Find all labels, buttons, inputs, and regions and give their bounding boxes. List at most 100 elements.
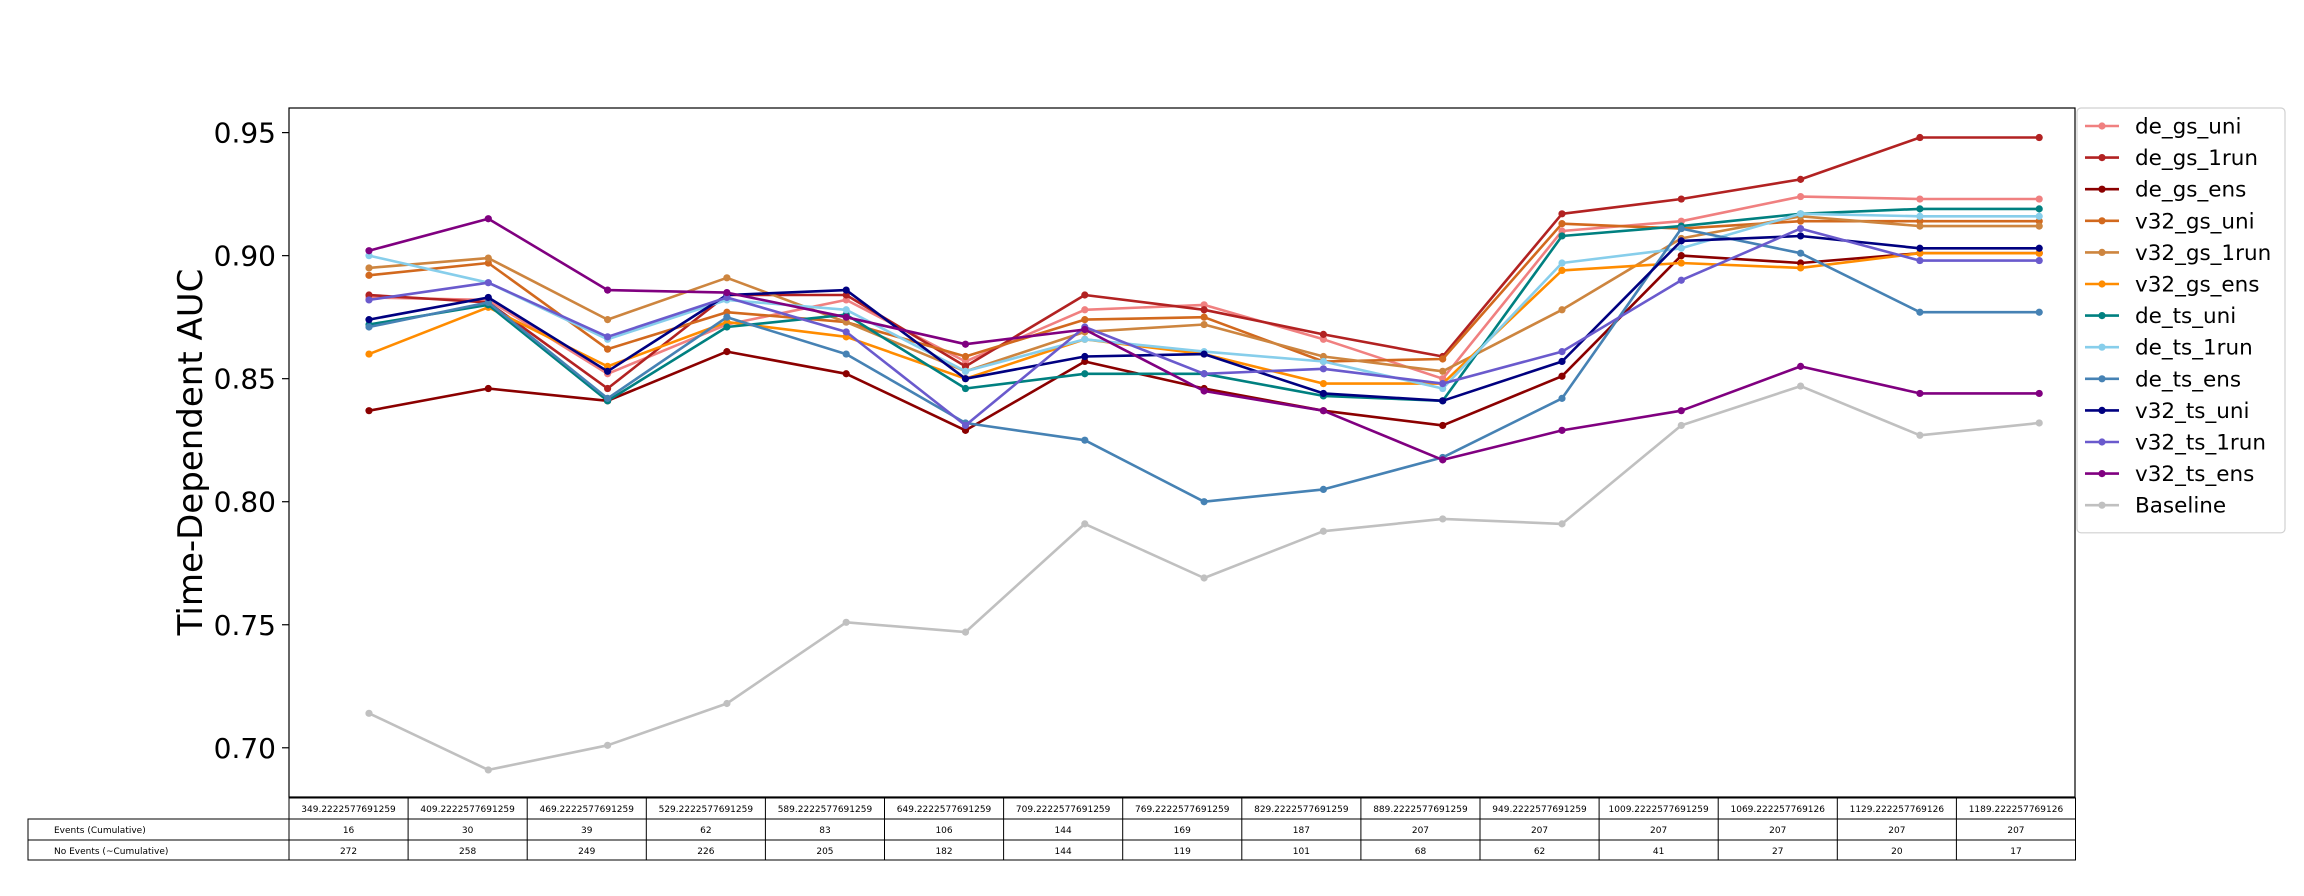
data-point [723,308,731,316]
legend-swatch-marker [2098,280,2106,288]
data-point [1319,352,1327,361]
table-cell: 101 [1293,847,1310,857]
data-point [1677,407,1685,415]
data-point [1797,224,1805,233]
data-point [1677,244,1685,252]
table-cell: 187 [1293,826,1310,836]
legend-label: v32_gs_ens [2135,273,2260,298]
data-point [1200,350,1208,358]
data-point [365,264,373,272]
data-point [961,375,970,383]
data-point [1677,276,1685,284]
data-point [1439,384,1447,393]
legend: de_gs_uni de_gs_1run de_gs_ens v32_gs_uni v3… [2076,107,2286,534]
data-point [1439,367,1447,375]
data-point [1319,335,1327,343]
data-point [1319,380,1327,388]
data-point [723,318,731,326]
data-point [1439,397,1447,405]
table-cell: 207 [1769,826,1786,836]
data-point [1081,352,1089,361]
data-point [365,247,373,255]
data-point [2035,205,2043,213]
legend-entry-de_ts_uni: de_ts_uni [2085,304,2236,329]
table-header-cell: 1129.222257769126 [1850,805,1945,815]
data-point [1916,244,1924,252]
data-point [842,296,850,304]
data-point [1677,224,1685,233]
data-point [1677,252,1685,260]
data-point [1200,387,1208,395]
legend-swatch-marker [2098,248,2106,256]
data-point [961,421,970,430]
table-cell: 207 [1412,826,1429,836]
legend-box [2076,107,2286,534]
legend-swatch-marker [2098,406,2106,414]
table-cell: 62 [1534,847,1545,857]
data-point [842,318,850,326]
y-axis: 0.70 0.75 0.80 0.85 0.90 0.95 Time-Dependent A… [171,117,289,765]
data-point [961,628,970,636]
plot-area [288,107,2076,798]
data-point [1081,520,1089,528]
data-point [1558,372,1566,380]
legend-entry-de_gs_1run: de_gs_1run [2085,146,2258,171]
data-point [484,298,492,306]
table-header-cell: 889.2222577691259 [1373,805,1468,815]
data-point [1081,291,1089,299]
table-cell: 17 [2010,847,2021,857]
data-point [1200,313,1208,321]
data-point [604,384,612,393]
data-point [1797,264,1805,272]
data-point [604,333,612,341]
legend-swatch-marker [2098,217,2106,225]
data-point [484,384,492,393]
data-point [365,291,373,299]
data-point [365,407,373,415]
data-point [1558,232,1566,240]
data-point [842,618,850,626]
series-line [368,217,2040,462]
data-point [842,350,850,358]
data-point [842,313,850,321]
data-point [1558,520,1566,528]
legend-swatch-marker [2098,185,2106,193]
legend-entry-v32_ts_uni: v32_ts_uni [2085,399,2249,424]
data-point [1558,426,1566,434]
data-point [1797,249,1805,257]
data-point [2035,133,2043,142]
data-point [1797,192,1805,201]
data-point [1916,389,1924,398]
legend-swatch-marker [2098,438,2106,446]
table-cell: 144 [1055,826,1072,836]
table-cell: 207 [1650,826,1667,836]
data-point [723,293,731,302]
data-point [723,348,731,356]
table-header-cell: 949.2222577691259 [1492,805,1587,815]
legend-label: v32_ts_uni [2135,399,2249,424]
table-cell: 16 [343,826,355,836]
data-point [1677,195,1685,203]
data-point [1200,320,1208,329]
table-cell: 258 [459,847,476,857]
data-point [2035,222,2043,230]
table-cell: 106 [935,826,952,836]
data-point [1558,357,1566,366]
data-point [604,362,612,370]
data-point [961,426,970,434]
data-point [1916,308,1924,316]
data-point [842,328,850,336]
table-header-cell: 589.2222577691259 [778,805,873,815]
data-point [842,333,850,341]
data-point [1081,306,1089,314]
table-cell: 83 [819,826,830,836]
legend-label: v32_ts_1run [2135,431,2266,456]
data-point [2035,217,2043,225]
table-cell: 226 [697,847,714,857]
data-point [1797,382,1805,390]
data-point [1319,485,1327,494]
table-header-cell: 469.2222577691259 [540,805,635,815]
table-cell: 207 [1888,826,1905,836]
data-point [1677,217,1685,225]
data-point [2035,389,2043,398]
